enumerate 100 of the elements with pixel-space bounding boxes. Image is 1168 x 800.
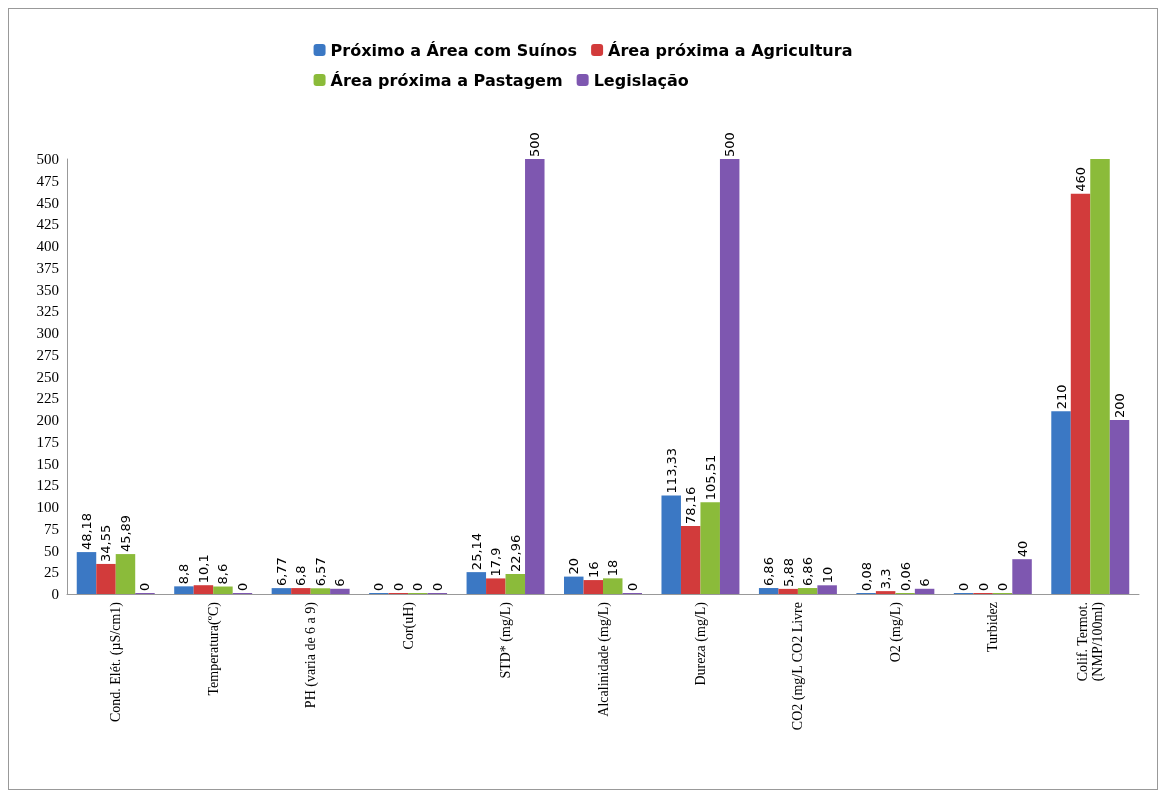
data-label: 6,86	[761, 557, 777, 587]
y-tick-label: 0	[51, 586, 59, 602]
data-label: 6,86	[800, 557, 816, 587]
bar	[603, 578, 623, 594]
data-label: 16	[585, 561, 601, 579]
bar	[76, 552, 97, 594]
y-tick-label: 325	[36, 303, 59, 320]
bar	[1090, 159, 1110, 594]
data-label: 22,96	[507, 534, 523, 573]
data-label: 48,18	[78, 512, 94, 551]
data-label: 0	[429, 582, 445, 591]
data-label: 6	[917, 578, 933, 587]
data-label: 8,8	[176, 563, 192, 585]
y-tick-label: 300	[36, 325, 59, 341]
bar	[797, 588, 818, 594]
data-label: 25,14	[468, 532, 484, 571]
data-label: 0	[410, 582, 426, 591]
bar	[193, 585, 214, 594]
y-tick-label: 425	[36, 216, 59, 233]
y-tick-label: 275	[36, 346, 59, 363]
data-label: 40	[1014, 540, 1030, 558]
x-tick-label: Cond. Elét. (µS/cm1)	[108, 601, 125, 723]
y-tick-label: 500	[36, 151, 59, 167]
bar	[486, 578, 506, 594]
bar	[174, 586, 194, 594]
data-label: 34,55	[98, 524, 114, 562]
data-label: 3,3	[878, 568, 894, 590]
bar	[1109, 420, 1130, 594]
legend-label: Área próxima a Agricultura	[608, 40, 853, 60]
bar	[115, 554, 136, 594]
y-tick-label: 125	[36, 477, 59, 494]
y-tick-label: 225	[36, 390, 59, 407]
data-label: 500	[527, 132, 543, 157]
legend-label: Área próxima a Pastagem	[330, 70, 563, 90]
data-label: 17,9	[488, 547, 504, 577]
data-label: 0,06	[897, 562, 913, 591]
bar	[700, 502, 720, 594]
data-label: 500	[722, 132, 738, 157]
x-tick-label: O2 (mg/L)	[887, 601, 904, 663]
y-tick-label: 250	[36, 368, 59, 385]
data-label: 10,1	[195, 554, 211, 584]
bar	[310, 588, 331, 594]
y-tick-label: 175	[36, 433, 59, 450]
data-label: 6,8	[293, 565, 309, 587]
y-tick-label: 25	[44, 564, 59, 581]
bar	[525, 159, 545, 594]
x-tick-label: Dureza (mg/L)	[692, 601, 709, 686]
bar	[1051, 411, 1071, 594]
legend-label: Legislação	[593, 70, 689, 90]
bar	[914, 588, 935, 594]
x-tick-label: Turbidez	[985, 602, 1001, 653]
data-label: 20	[566, 558, 582, 575]
x-tick-label: Alcalinidade (mg/L)	[595, 601, 612, 717]
data-label: 113,33	[663, 447, 679, 494]
y-tick-label: 75	[44, 520, 59, 537]
data-label: 0	[956, 582, 972, 591]
data-label: 10	[819, 566, 835, 584]
data-label: 45,89	[117, 514, 133, 553]
bar	[291, 588, 311, 594]
bar	[271, 588, 292, 594]
bar	[96, 563, 116, 594]
data-label: 0	[995, 582, 1011, 591]
data-label: 0	[975, 582, 991, 591]
y-tick-label: 450	[36, 194, 59, 211]
y-tick-label: 375	[36, 259, 59, 276]
legend-label: Próximo a Área com Suínos	[330, 40, 578, 60]
x-tick-label: CO2 (mg/L CO2 Livre	[790, 602, 807, 731]
data-label: 460	[1073, 166, 1089, 192]
data-label: 0	[371, 582, 387, 591]
bar	[680, 526, 701, 594]
bar	[758, 588, 779, 594]
bar	[583, 580, 603, 594]
data-label: 78,16	[683, 486, 699, 524]
bar	[213, 586, 233, 594]
bar	[564, 576, 584, 594]
data-label: 6,77	[273, 557, 289, 587]
y-tick-label: 475	[36, 172, 59, 189]
data-label: 8,6	[215, 563, 231, 585]
bar	[1070, 193, 1091, 594]
y-tick-label: 50	[44, 542, 59, 559]
bar	[505, 574, 526, 594]
data-label: 0	[234, 582, 250, 591]
bar	[1012, 559, 1032, 594]
data-label: 6	[332, 578, 348, 587]
x-tick-label: Colif. Termot. (NMP/100ml)	[1075, 601, 1107, 682]
data-label: 5,88	[780, 557, 796, 587]
data-label: 18	[605, 559, 621, 577]
bar	[466, 572, 487, 594]
bar	[817, 585, 837, 594]
data-label: 0	[390, 582, 406, 591]
y-tick-label: 400	[36, 238, 59, 254]
bar	[661, 495, 681, 594]
data-label: 210	[1053, 384, 1069, 410]
x-tick-label: Cor(uH)	[400, 601, 417, 650]
data-label: 200	[1112, 393, 1128, 418]
data-label: 0	[137, 582, 153, 591]
y-tick-label: 100	[36, 499, 59, 515]
y-tick-label: 150	[36, 455, 59, 472]
x-tick-label: Temperatura(ºC)	[205, 601, 222, 696]
data-label: 0,08	[858, 562, 874, 591]
